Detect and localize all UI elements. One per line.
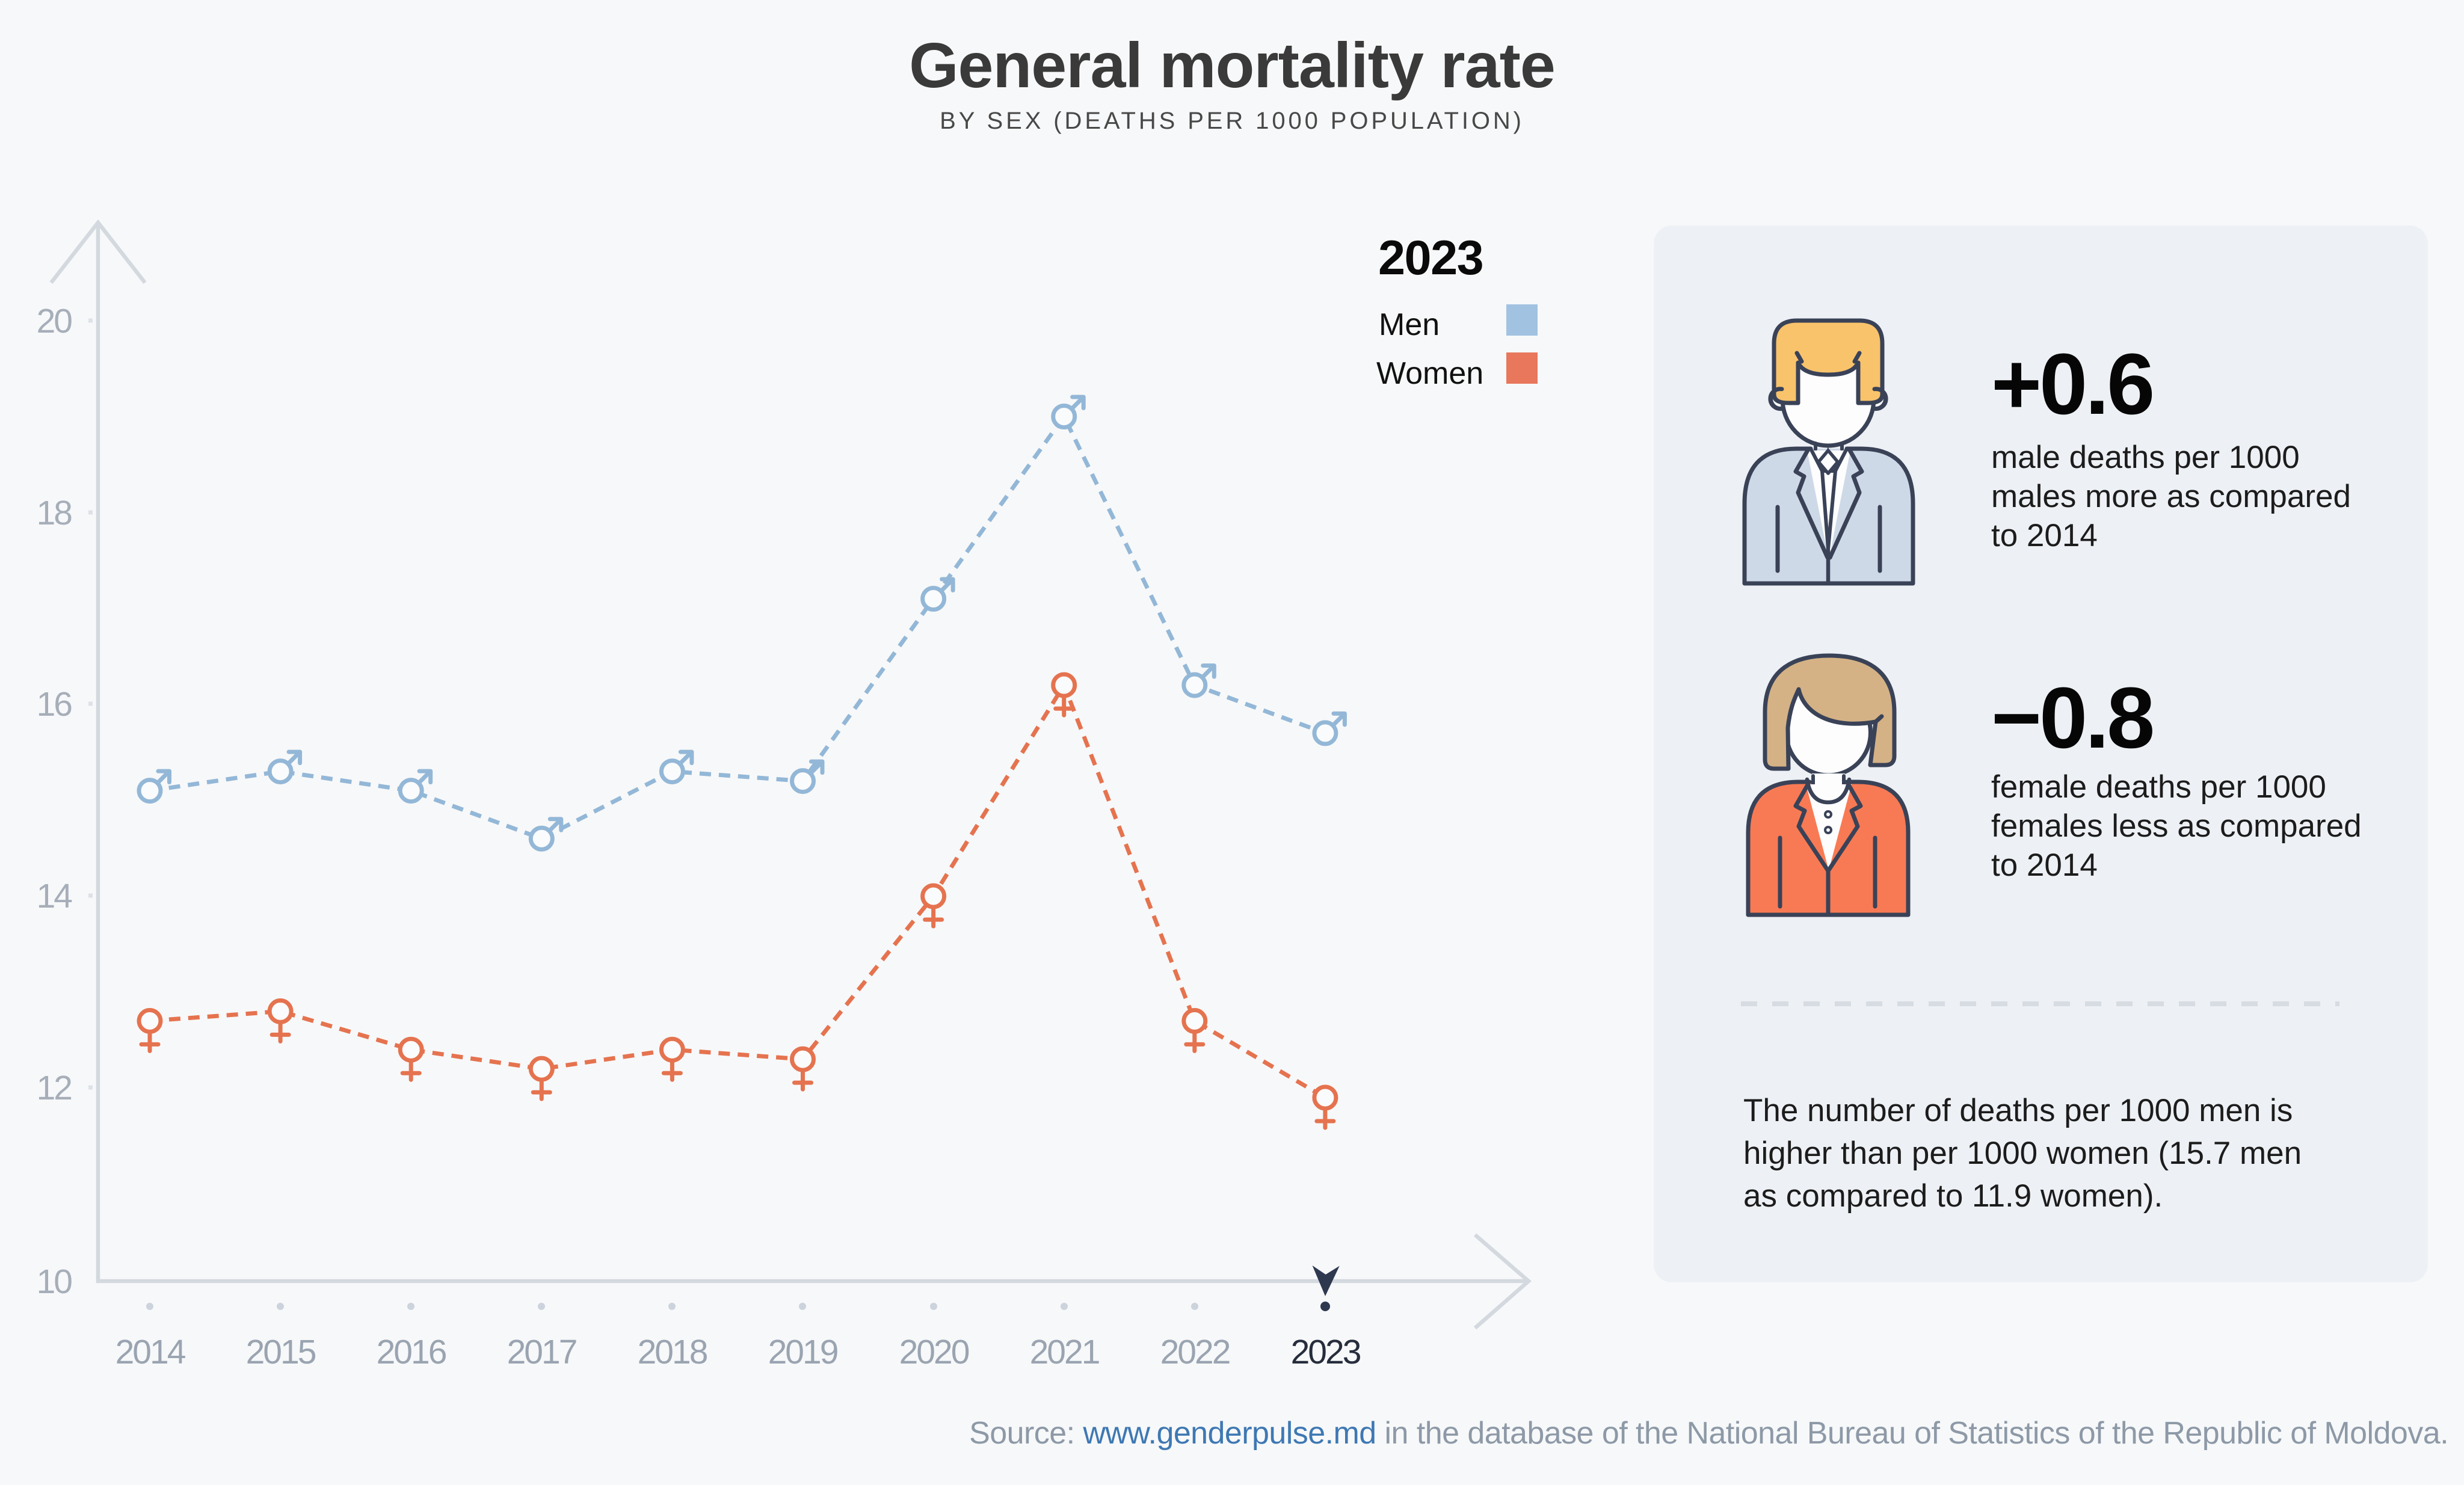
svg-text:2017: 2017 <box>507 1333 576 1371</box>
svg-text:General mortality rate: General mortality rate <box>909 30 1555 101</box>
svg-text:2019: 2019 <box>768 1333 837 1371</box>
svg-text:2023: 2023 <box>1291 1333 1361 1371</box>
svg-text:as compared to 11.9 women).: as compared to 11.9 women). <box>1743 1178 2163 1214</box>
svg-text:2014: 2014 <box>116 1333 186 1371</box>
svg-text:2015: 2015 <box>246 1333 316 1371</box>
svg-text:to 2014: to 2014 <box>1991 847 2098 883</box>
svg-text:20: 20 <box>37 302 72 340</box>
svg-text:2022: 2022 <box>1160 1333 1230 1371</box>
svg-text:12: 12 <box>37 1069 72 1107</box>
svg-text:Women: Women <box>1376 356 1483 391</box>
svg-text:18: 18 <box>37 494 72 532</box>
svg-text:+0.6: +0.6 <box>1991 336 2152 432</box>
svg-text:BY SEX (DEATHS PER 1000 POPULA: BY SEX (DEATHS PER 1000 POPULATION) <box>940 108 1524 134</box>
svg-text:10: 10 <box>37 1262 72 1301</box>
svg-text:to 2014: to 2014 <box>1991 518 2098 553</box>
svg-text:Men: Men <box>1379 307 1440 342</box>
svg-text:females less as compared: females less as compared <box>1991 808 2362 844</box>
svg-text:males more as compared: males more as compared <box>1991 479 2351 514</box>
svg-text:2016: 2016 <box>377 1333 446 1371</box>
svg-text:14: 14 <box>37 877 73 915</box>
svg-text:2018: 2018 <box>638 1333 707 1371</box>
svg-text:2020: 2020 <box>899 1333 969 1371</box>
svg-text:−0.8: −0.8 <box>1991 669 2152 766</box>
svg-text:Source: www.genderpulse.md in: Source: www.genderpulse.md in the databa… <box>969 1416 2448 1451</box>
svg-text:male deaths per 1000: male deaths per 1000 <box>1991 440 2300 475</box>
svg-text:female deaths per 1000: female deaths per 1000 <box>1991 769 2326 805</box>
svg-text:2021: 2021 <box>1030 1333 1099 1371</box>
svg-text:The number of deaths per 1000: The number of deaths per 1000 men is <box>1743 1093 2293 1128</box>
svg-text:2023: 2023 <box>1378 231 1483 285</box>
svg-text:higher than per 1000 women (15: higher than per 1000 women (15.7 men <box>1743 1136 2302 1171</box>
svg-text:16: 16 <box>37 685 72 724</box>
